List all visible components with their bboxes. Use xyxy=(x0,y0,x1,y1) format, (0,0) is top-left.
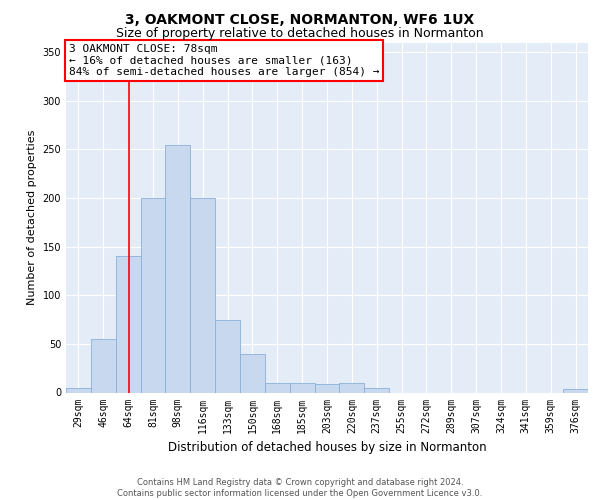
Text: Contains HM Land Registry data © Crown copyright and database right 2024.
Contai: Contains HM Land Registry data © Crown c… xyxy=(118,478,482,498)
Text: 3, OAKMONT CLOSE, NORMANTON, WF6 1UX: 3, OAKMONT CLOSE, NORMANTON, WF6 1UX xyxy=(125,12,475,26)
Bar xyxy=(340,383,364,392)
X-axis label: Distribution of detached houses by size in Normanton: Distribution of detached houses by size … xyxy=(167,441,487,454)
Bar xyxy=(166,144,190,392)
Bar xyxy=(364,388,389,392)
Bar xyxy=(563,388,588,392)
Bar xyxy=(190,198,215,392)
Bar xyxy=(240,354,265,393)
Bar xyxy=(140,198,166,392)
Bar xyxy=(265,383,290,392)
Text: 3 OAKMONT CLOSE: 78sqm
← 16% of detached houses are smaller (163)
84% of semi-de: 3 OAKMONT CLOSE: 78sqm ← 16% of detached… xyxy=(68,44,379,78)
Text: Size of property relative to detached houses in Normanton: Size of property relative to detached ho… xyxy=(116,28,484,40)
Bar xyxy=(314,384,340,392)
Bar xyxy=(290,383,314,392)
Bar xyxy=(215,320,240,392)
Y-axis label: Number of detached properties: Number of detached properties xyxy=(27,130,37,305)
Bar xyxy=(66,388,91,392)
Bar xyxy=(91,339,116,392)
Bar xyxy=(116,256,140,392)
